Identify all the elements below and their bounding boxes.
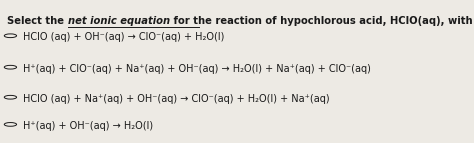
Text: net ionic equation: net ionic equation (68, 16, 170, 26)
Text: Select the: Select the (7, 16, 68, 26)
Text: H⁺(aq) + ClO⁻(aq) + Na⁺(aq) + OH⁻(aq) → H₂O(l) + Na⁺(aq) + ClO⁻(aq): H⁺(aq) + ClO⁻(aq) + Na⁺(aq) + OH⁻(aq) → … (23, 64, 371, 74)
Text: HClO (aq) + Na⁺(aq) + OH⁻(aq) → ClO⁻(aq) + H₂O(l) + Na⁺(aq): HClO (aq) + Na⁺(aq) + OH⁻(aq) → ClO⁻(aq)… (23, 94, 329, 104)
Text: HClO (aq) + OH⁻(aq) → ClO⁻(aq) + H₂O(l): HClO (aq) + OH⁻(aq) → ClO⁻(aq) + H₂O(l) (23, 32, 224, 42)
Text: for the reaction of hypochlorous acid, HClO(aq), with NaOH(aq).: for the reaction of hypochlorous acid, H… (170, 16, 474, 26)
Text: H⁺(aq) + OH⁻(aq) → H₂O(l): H⁺(aq) + OH⁻(aq) → H₂O(l) (23, 121, 153, 131)
